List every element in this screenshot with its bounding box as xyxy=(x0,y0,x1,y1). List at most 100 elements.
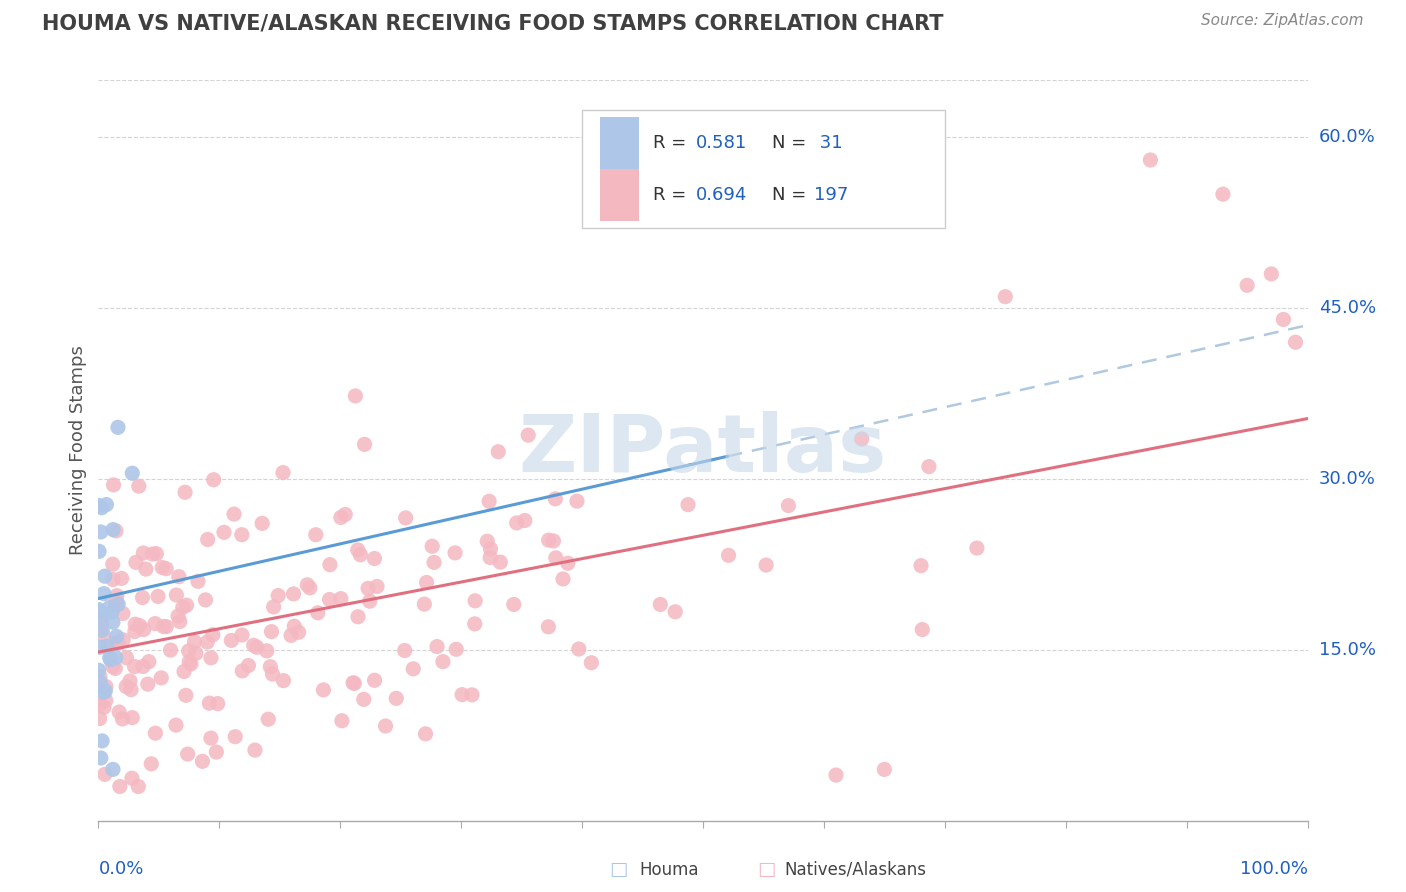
Point xyxy=(359,594,381,608)
Point xyxy=(910,558,932,573)
Point xyxy=(513,514,536,528)
Point xyxy=(107,636,129,650)
Text: N =: N = xyxy=(772,186,811,204)
Point xyxy=(111,712,134,726)
Point xyxy=(1284,335,1306,350)
Point xyxy=(212,525,235,540)
Point xyxy=(432,655,454,669)
Point xyxy=(461,688,484,702)
Point xyxy=(89,712,111,726)
Point xyxy=(298,581,321,595)
Point xyxy=(155,562,177,576)
Point xyxy=(108,705,131,719)
Point xyxy=(93,628,115,642)
Point xyxy=(101,615,124,630)
Point xyxy=(329,510,352,524)
Point xyxy=(273,673,295,688)
Point xyxy=(357,582,380,596)
Point xyxy=(124,617,146,632)
Point xyxy=(132,659,155,673)
Point xyxy=(1139,153,1161,167)
Point xyxy=(101,523,124,537)
Point xyxy=(353,437,375,451)
Point xyxy=(169,615,191,629)
Point xyxy=(136,677,159,691)
Point xyxy=(231,628,253,642)
Point xyxy=(104,524,127,538)
FancyBboxPatch shape xyxy=(582,110,945,228)
Point xyxy=(260,624,283,639)
Point xyxy=(374,719,396,733)
Point xyxy=(105,630,128,644)
Point xyxy=(243,743,266,757)
Point xyxy=(537,620,560,634)
Text: 197: 197 xyxy=(814,186,849,204)
Point xyxy=(120,682,142,697)
Point xyxy=(825,768,848,782)
Point xyxy=(222,507,245,521)
Point xyxy=(96,639,118,653)
Point xyxy=(145,547,167,561)
Point xyxy=(90,675,112,690)
Point xyxy=(664,605,686,619)
Point xyxy=(172,600,194,615)
Point xyxy=(145,726,167,740)
Point xyxy=(127,780,149,794)
Point xyxy=(565,494,588,508)
Point xyxy=(98,600,121,615)
Point xyxy=(778,499,800,513)
Point xyxy=(349,548,371,562)
Point xyxy=(464,616,486,631)
Text: □: □ xyxy=(609,860,628,880)
Point xyxy=(132,546,155,560)
Point xyxy=(221,633,243,648)
Point xyxy=(194,593,217,607)
Point xyxy=(91,610,114,624)
Point xyxy=(966,541,988,555)
Point xyxy=(444,642,467,657)
Text: 60.0%: 60.0% xyxy=(1319,128,1375,146)
Point xyxy=(180,657,202,671)
Point xyxy=(183,635,205,649)
Point xyxy=(94,693,117,707)
Point xyxy=(205,745,228,759)
Point xyxy=(121,711,143,725)
Point xyxy=(89,617,111,632)
FancyBboxPatch shape xyxy=(600,117,638,169)
Point xyxy=(676,498,699,512)
Point xyxy=(451,688,474,702)
Text: ZIPatlas: ZIPatlas xyxy=(519,411,887,490)
Point xyxy=(94,767,117,781)
Text: 15.0%: 15.0% xyxy=(1319,640,1375,659)
Point xyxy=(96,498,118,512)
Point xyxy=(132,623,155,637)
Point xyxy=(717,549,740,563)
Point xyxy=(312,682,335,697)
Point xyxy=(366,579,388,593)
Point xyxy=(91,624,114,638)
Point xyxy=(101,763,124,777)
Point xyxy=(152,619,174,633)
Point xyxy=(319,558,342,572)
Point xyxy=(1212,187,1234,202)
Point xyxy=(103,478,125,492)
Point xyxy=(544,491,567,506)
Point xyxy=(107,420,129,434)
Point xyxy=(100,652,122,666)
Point xyxy=(347,609,370,624)
Point xyxy=(104,598,127,612)
Point xyxy=(224,730,246,744)
Text: 31: 31 xyxy=(814,134,842,152)
Point xyxy=(263,599,285,614)
Point xyxy=(330,714,353,728)
Point xyxy=(104,650,127,665)
Point xyxy=(238,658,260,673)
Point xyxy=(94,569,117,583)
Point xyxy=(128,618,150,632)
Point xyxy=(101,659,124,673)
Point xyxy=(89,698,111,712)
Point xyxy=(250,516,273,531)
Point xyxy=(131,591,153,605)
Text: 100.0%: 100.0% xyxy=(1240,860,1308,878)
FancyBboxPatch shape xyxy=(600,169,638,221)
